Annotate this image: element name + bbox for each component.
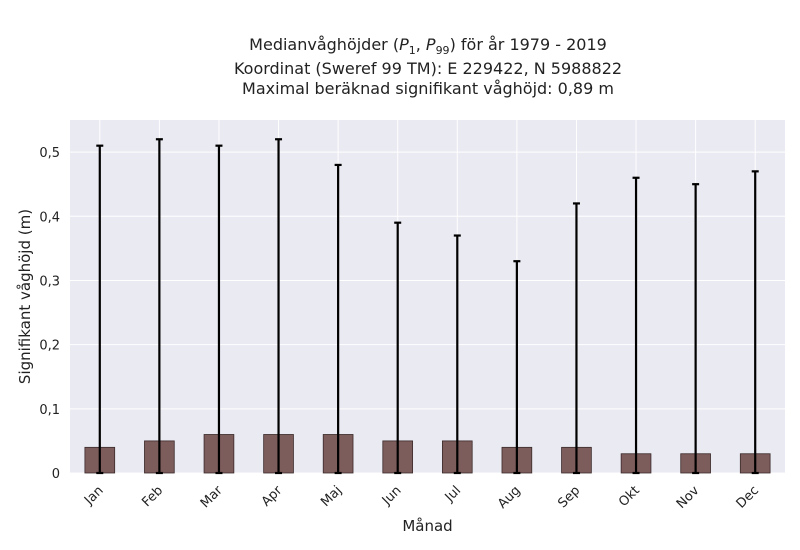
x-axis-label: Månad: [402, 517, 452, 535]
x-tick-label: Apr: [259, 483, 286, 510]
y-axis-label: Signifikant våghöjd (m): [16, 209, 34, 384]
chart-title-line-3: Maximal beräknad signifikant våghöjd: 0,…: [242, 79, 614, 98]
x-tick-label: Maj: [318, 483, 345, 510]
x-tick-label: Jan: [81, 483, 106, 508]
x-tick-label: Okt: [616, 483, 643, 510]
error-bars: [96, 138, 759, 475]
x-tick-label: Feb: [139, 483, 166, 510]
chart-title-line-1: Medianvåghöjder (P1, P99) för år 1979 - …: [249, 35, 607, 58]
y-tick-label: 0: [52, 467, 60, 482]
x-tick-labels: Jan Feb Mar Apr Maj Jun Jul Aug Sep Okt Nov Dec: [81, 483, 762, 512]
plot-area: [70, 120, 785, 473]
x-tick-label: Dec: [734, 483, 762, 511]
y-tick-label: 0,3: [39, 274, 60, 289]
x-tick-label: Jul: [442, 483, 464, 505]
x-tick-label: Aug: [495, 483, 524, 512]
x-tick-label: Nov: [674, 483, 703, 512]
y-tick-label: 0,2: [39, 339, 60, 354]
y-tick-label: 0,1: [39, 403, 60, 418]
y-tick-label: 0,5: [39, 146, 60, 161]
x-tick-label: Sep: [555, 483, 583, 511]
y-tick-labels: 0 0,1 0,2 0,3 0,4 0,5: [39, 146, 60, 482]
y-tick-label: 0,4: [39, 210, 60, 225]
x-tick-label: Mar: [198, 483, 226, 511]
x-tick-label: Jun: [379, 483, 405, 509]
chart-title-line-2: Koordinat (Sweref 99 TM): E 229422, N 59…: [233, 59, 623, 78]
